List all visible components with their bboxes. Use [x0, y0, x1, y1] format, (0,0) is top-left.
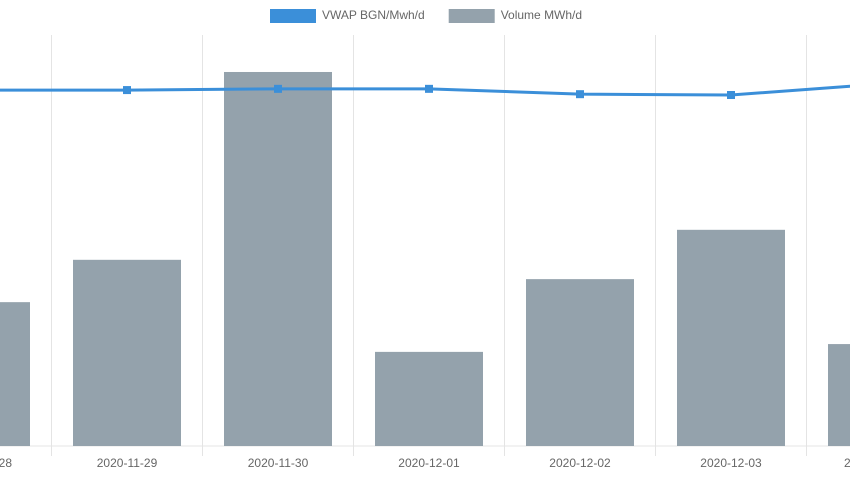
legend-label: Volume MWh/d [501, 8, 582, 22]
point [123, 86, 131, 95]
x-tick-label: 2 [844, 456, 850, 470]
x-tick-label: 2020-12-01 [398, 456, 460, 470]
legend-label: VWAP BGN/Mwh/d [322, 8, 425, 22]
point [274, 84, 282, 93]
x-tick-label: 2020-11-29 [97, 456, 158, 470]
bar [526, 279, 634, 446]
legend-swatch [270, 9, 316, 23]
point [727, 91, 735, 100]
bar [224, 71, 332, 447]
bar [73, 259, 181, 446]
bar [0, 302, 30, 446]
bar [375, 351, 483, 446]
legend-swatch [448, 9, 495, 23]
x-tick-label: 28 [0, 456, 12, 470]
x-tick-label: 2020-12-02 [549, 456, 611, 470]
x-tick-label: 2020-12-03 [700, 456, 762, 470]
point [425, 84, 433, 93]
point [576, 90, 584, 99]
x-tick-label: 2020-11-30 [248, 456, 309, 470]
bar [828, 344, 850, 446]
bar [677, 229, 785, 446]
